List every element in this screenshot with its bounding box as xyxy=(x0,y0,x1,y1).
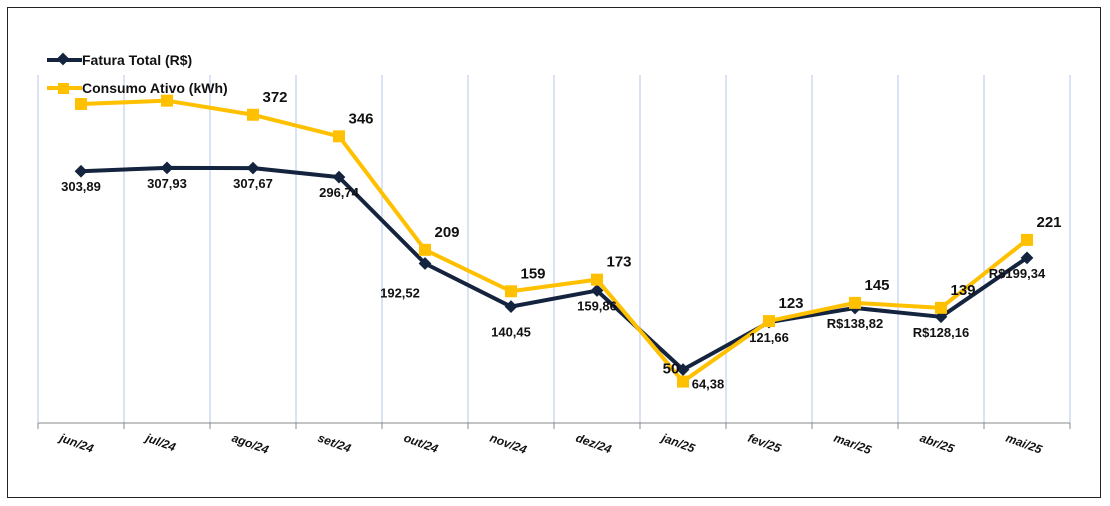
consumo-point xyxy=(333,130,345,143)
fatura-data-label: 296,74 xyxy=(319,185,360,200)
x-tick-label: fev/25 xyxy=(746,431,783,456)
fatura-data-label: R$128,16 xyxy=(913,325,969,340)
fatura-data-label: 140,45 xyxy=(491,325,531,340)
x-tick-label: nov/24 xyxy=(488,431,529,457)
fatura-point xyxy=(74,164,88,178)
consumo-data-label: 173 xyxy=(606,254,631,271)
x-tick-label: out/24 xyxy=(402,431,440,456)
consumo-data-label: 372 xyxy=(262,89,287,106)
fatura-data-label: 121,66 xyxy=(749,330,789,345)
consumo-data-label: 346 xyxy=(348,110,373,127)
legend-consumo-label: Consumo Ativo (kWh) xyxy=(82,80,228,96)
chart-frame xyxy=(7,7,1101,498)
consumo-point xyxy=(677,375,689,388)
consumo-point xyxy=(1021,233,1033,246)
x-tick-label: abr/25 xyxy=(918,431,956,456)
consumo-point xyxy=(75,98,87,110)
fatura-data-label: 307,93 xyxy=(147,176,187,191)
x-tick-label: jul/24 xyxy=(142,430,178,454)
consumo-point xyxy=(247,108,259,121)
x-tick-label: set/24 xyxy=(316,431,353,456)
fatura-data-label: R$199,34 xyxy=(989,266,1046,281)
consumo-point xyxy=(591,273,603,286)
consumo-point xyxy=(505,285,517,298)
fatura-point xyxy=(246,161,260,175)
fatura-data-label: 159,86 xyxy=(577,299,617,314)
consumo-data-label: 139 xyxy=(950,282,975,299)
x-tick-label: jan/25 xyxy=(658,430,697,456)
legend-fatura-label: Fatura Total (R$) xyxy=(82,52,192,68)
consumo-data-label: 50 xyxy=(663,361,680,378)
x-tick-label: jun/24 xyxy=(56,430,96,456)
consumo-data-label: 123 xyxy=(778,295,803,312)
legend-square-marker-icon xyxy=(58,83,69,94)
legend-diamond-marker-icon xyxy=(56,52,70,66)
fatura-data-label: 192,52 xyxy=(380,285,420,300)
consumo-point xyxy=(763,315,775,328)
fatura-point xyxy=(332,170,346,184)
consumo-point xyxy=(849,296,861,309)
fatura-point xyxy=(418,257,432,270)
consumo-point xyxy=(419,243,431,256)
consumo-point xyxy=(161,94,173,107)
x-tick-label: mai/25 xyxy=(1004,431,1044,457)
fatura-data-label: 303,89 xyxy=(61,179,101,194)
consumo-data-label: 209 xyxy=(434,224,459,241)
consumo-line xyxy=(80,98,1029,384)
x-tick-label: dez/24 xyxy=(574,431,614,457)
fatura-line xyxy=(80,165,1029,372)
consumo-data-label: 159 xyxy=(520,265,545,282)
fatura-point xyxy=(160,161,174,175)
legend: Fatura Total (R$) Consumo Ativo (kWh) xyxy=(47,52,228,96)
consumo-data-label: 145 xyxy=(864,277,889,294)
fatura-data-label: 307,67 xyxy=(233,176,273,191)
consumo-point xyxy=(935,301,947,314)
consumo-data-label: 221 xyxy=(1036,214,1061,231)
x-tick-label: mar/25 xyxy=(832,431,873,458)
fatura-data-label: R$138,82 xyxy=(827,316,883,331)
x-tick-label: ago/24 xyxy=(230,431,271,457)
fatura-data-label: 64,38 xyxy=(692,377,725,392)
